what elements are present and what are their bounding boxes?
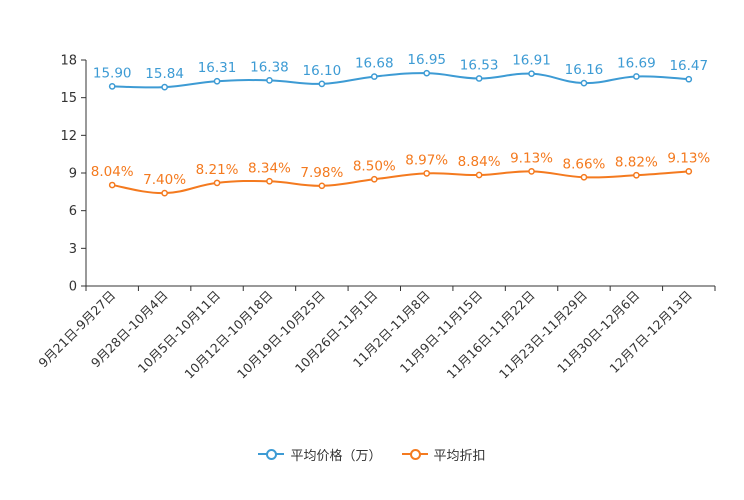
data-point-avg-discount — [580, 173, 588, 181]
data-point-avg-price — [161, 83, 168, 91]
data-label-avg-discount: 8.97% — [405, 152, 448, 168]
x-tick-label: 11月16日-11月22日 — [444, 288, 538, 382]
data-label-avg-discount: 7.40% — [143, 172, 186, 188]
data-label-avg-price: 16.95 — [407, 52, 446, 68]
data-point-avg-discount — [528, 168, 535, 175]
data-point-avg-price — [475, 75, 483, 82]
axes-group: 03691215189月21日-9月27日9月28日-10月4日10月5日-10… — [35, 54, 716, 382]
series-group — [108, 69, 693, 197]
data-label-avg-price: 16.10 — [303, 63, 342, 79]
data-label-avg-discount: 8.66% — [563, 156, 606, 172]
data-label-avg-price: 16.91 — [512, 53, 551, 69]
x-tick-label: 10月19日-10月25日 — [234, 288, 328, 382]
data-label-avg-discount: 8.21% — [196, 162, 239, 178]
legend-item-avg-discount[interactable]: 平均折扣 — [401, 445, 486, 464]
data-label-avg-price: 16.38 — [250, 59, 289, 75]
y-tick-label: 6 — [69, 204, 77, 219]
x-tick-label: 11月23日-11月29日 — [496, 288, 590, 382]
legend: 平均价格（万） 平均折扣 — [0, 443, 744, 465]
data-labels-group: 15.90 15.84 16.31 16.38 16.10 16.68 16.95 16.53… — [91, 52, 711, 188]
data-point-avg-discount — [370, 175, 378, 183]
data-label-avg-price: 16.53 — [460, 57, 499, 73]
data-point-avg-discount — [213, 179, 221, 187]
data-point-avg-price — [423, 69, 431, 77]
data-point-avg-discount — [475, 171, 483, 179]
data-point-avg-price — [370, 73, 378, 80]
data-point-avg-discount — [685, 168, 693, 175]
data-point-avg-discount — [108, 181, 116, 189]
data-label-avg-price: 16.68 — [355, 56, 394, 72]
data-point-avg-discount — [266, 177, 273, 185]
data-label-avg-price: 15.90 — [93, 65, 132, 81]
y-tick-label: 0 — [69, 280, 77, 295]
data-point-avg-price — [633, 73, 640, 80]
x-tick-label: 10月12日-10月18日 — [181, 288, 275, 382]
data-label-avg-discount: 8.82% — [615, 154, 658, 170]
y-tick-label: 12 — [60, 129, 77, 144]
data-point-avg-discount — [423, 170, 431, 177]
data-label-avg-price: 16.31 — [198, 60, 237, 76]
data-label-avg-price: 15.84 — [145, 66, 184, 82]
legend-label-avg-discount: 平均折扣 — [433, 448, 486, 464]
data-label-avg-price: 16.16 — [565, 62, 604, 78]
data-label-avg-discount: 9.13% — [667, 150, 710, 166]
data-point-avg-price — [108, 83, 116, 90]
data-label-avg-discount: 7.98% — [300, 165, 343, 181]
data-point-avg-discount — [633, 171, 640, 179]
data-label-avg-price: 16.47 — [669, 58, 708, 74]
data-point-avg-price — [528, 70, 535, 78]
data-label-avg-discount: 8.34% — [248, 160, 291, 176]
data-point-avg-price — [266, 76, 273, 84]
data-label-avg-discount: 8.50% — [353, 158, 396, 174]
data-point-avg-price — [318, 80, 326, 88]
data-point-avg-discount — [161, 189, 168, 197]
y-tick-label: 15 — [60, 91, 77, 106]
series-line-avg-price — [112, 72, 689, 89]
data-point-avg-price — [685, 75, 693, 83]
data-label-avg-discount: 8.04% — [91, 164, 134, 180]
data-point-avg-discount — [318, 182, 326, 190]
data-label-avg-price: 16.69 — [617, 55, 656, 71]
y-tick-label: 18 — [60, 54, 77, 69]
data-label-avg-discount: 9.13% — [510, 150, 553, 166]
legend-swatch-avg-discount — [401, 448, 428, 460]
legend-swatch-avg-price — [258, 448, 285, 460]
series-line-avg-discount — [112, 170, 689, 195]
y-tick-label: 9 — [69, 167, 77, 182]
y-tick-label: 3 — [69, 242, 77, 257]
data-point-avg-price — [213, 77, 221, 85]
data-point-avg-price — [580, 79, 588, 87]
legend-label-avg-price: 平均价格（万） — [290, 448, 382, 464]
legend-item-avg-price[interactable]: 平均价格（万） — [258, 445, 382, 464]
data-label-avg-discount: 8.84% — [458, 154, 501, 170]
